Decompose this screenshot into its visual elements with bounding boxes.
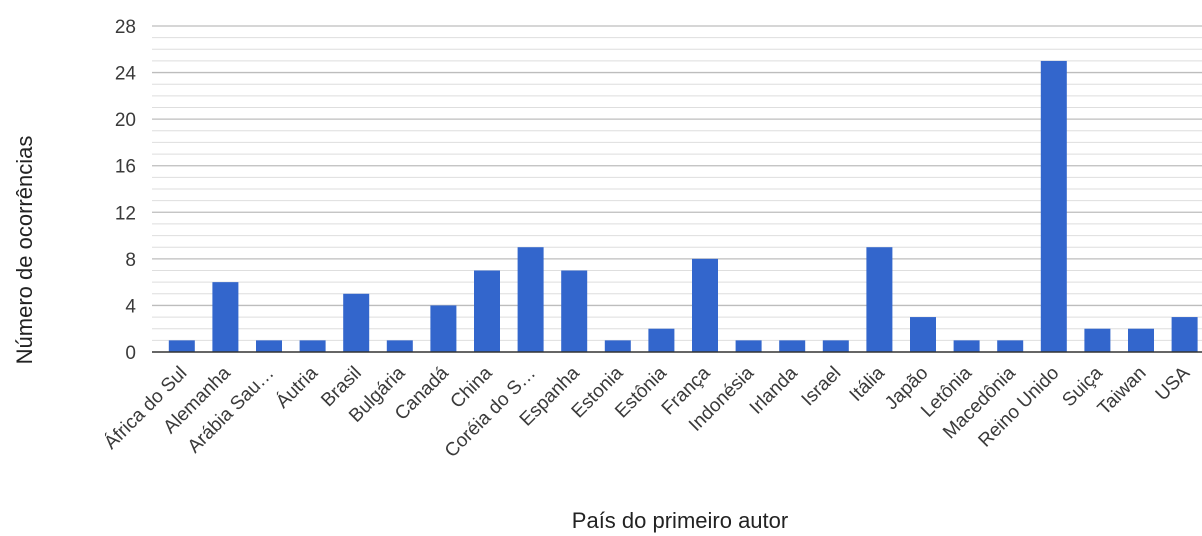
bar bbox=[256, 340, 282, 352]
bar bbox=[866, 247, 893, 352]
x-tick-label: Irlanda bbox=[746, 362, 802, 418]
y-tick-labels: 0 4 8 12 16 20 24 28 bbox=[115, 17, 137, 364]
bar bbox=[561, 270, 588, 352]
bar bbox=[343, 293, 370, 352]
bar bbox=[168, 340, 195, 352]
bar bbox=[299, 340, 326, 352]
bar bbox=[1040, 60, 1067, 353]
bar bbox=[517, 247, 544, 352]
bar bbox=[779, 340, 806, 352]
bar bbox=[822, 340, 849, 352]
bar bbox=[648, 328, 675, 352]
x-tick-label: Israel bbox=[798, 363, 846, 411]
bar bbox=[997, 340, 1024, 352]
y-tick-label: 8 bbox=[125, 250, 136, 271]
bars bbox=[168, 60, 1198, 353]
y-tick-label: 28 bbox=[115, 17, 136, 38]
x-tick-label: USA bbox=[1152, 362, 1195, 405]
x-axis-title: País do primeiro autor bbox=[572, 508, 788, 533]
bar bbox=[1171, 317, 1198, 352]
bar bbox=[212, 282, 239, 352]
y-tick-label: 16 bbox=[115, 157, 136, 178]
bar bbox=[1084, 328, 1111, 352]
bar bbox=[604, 340, 631, 352]
bar bbox=[474, 270, 500, 352]
y-tick-label: 20 bbox=[115, 110, 136, 131]
gridlines bbox=[152, 25, 1202, 341]
bar bbox=[910, 317, 936, 352]
bar bbox=[430, 305, 457, 352]
bar bbox=[386, 340, 413, 352]
bar bbox=[692, 258, 718, 352]
y-tick-label: 12 bbox=[115, 203, 136, 224]
x-tick-label: Áutria bbox=[272, 362, 322, 412]
y-axis-title: Número de ocorrências bbox=[12, 136, 37, 365]
bar bbox=[735, 340, 762, 352]
x-tick-label: Taiwan bbox=[1094, 363, 1151, 420]
y-tick-label: 24 bbox=[115, 64, 137, 85]
bar bbox=[1128, 328, 1154, 352]
y-tick-label: 4 bbox=[125, 296, 136, 317]
bar bbox=[953, 340, 980, 352]
y-tick-label: 0 bbox=[125, 343, 136, 364]
